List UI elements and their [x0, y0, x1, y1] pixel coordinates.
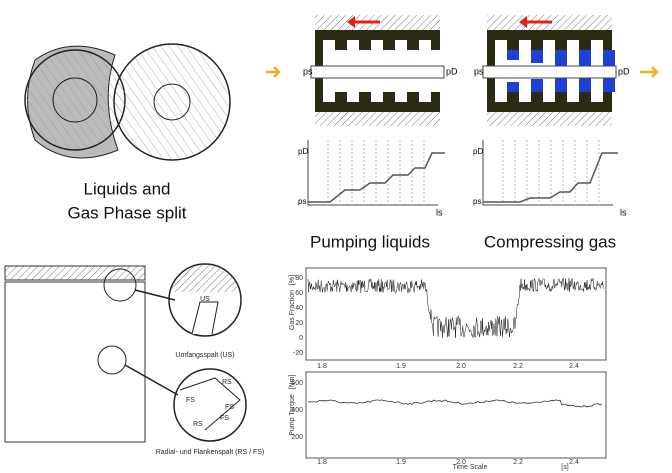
outlet-label: pD: [446, 66, 458, 76]
x-tick-label: 2.0: [456, 363, 466, 370]
x-tick-label: 2.0: [456, 459, 466, 466]
pump-diagrams: [266, 15, 657, 205]
y-tick-label: 60: [295, 290, 303, 297]
y-tick-label: 20: [295, 320, 303, 327]
inflow-arrow: [266, 67, 279, 77]
shaft: [311, 66, 444, 78]
housing-hatch: [315, 112, 440, 126]
housing-hatch: [487, 112, 612, 126]
gap-label: FS: [186, 397, 195, 404]
gas: [555, 50, 567, 66]
x-tick-label: 2.4: [569, 363, 579, 370]
gas: [531, 79, 543, 92]
y-tick-label: 400: [291, 407, 303, 414]
detail-caption: Radial- und Flankenspalt (RS / FS): [156, 449, 265, 456]
graph-label: ls: [620, 207, 627, 217]
x-tick-label: 2.2: [513, 363, 523, 370]
x-tick-label: 1.9: [396, 459, 406, 466]
outflow-arrow: [640, 67, 657, 77]
x-tick-label: 1.9: [396, 363, 406, 370]
y-tick-label: 200: [291, 434, 303, 441]
y-tick-label: 40: [295, 305, 303, 312]
gas: [507, 50, 519, 60]
x-tick-label: 1.8: [317, 363, 327, 370]
slide: Liquids and Gas Phase split ps pD ps pD …: [0, 0, 672, 473]
y-tick-label: 80: [295, 275, 303, 282]
graph-label: pD: [473, 147, 483, 156]
graph-label: ps: [473, 197, 481, 206]
gap-label: RS: [193, 421, 203, 428]
inlet-label: ps: [303, 66, 313, 76]
gas: [531, 50, 543, 63]
y-tick-label: 600: [291, 380, 303, 387]
graph-label: pD: [298, 147, 308, 156]
caption: Compressing gas: [484, 232, 616, 251]
gap-label: RS: [222, 379, 232, 386]
plot-frame: [306, 372, 606, 458]
y-tick-label: 0: [299, 335, 303, 342]
graph-label: ls: [436, 207, 443, 217]
x-tick-label: 2.4: [569, 459, 579, 466]
rotor-drawing: [25, 44, 230, 160]
page: Liquids and Gas Phase split ps pD ps pD …: [0, 0, 672, 473]
outlet-label: pD: [618, 66, 630, 76]
gap-label: US: [200, 296, 210, 303]
x-unit: [s]: [561, 464, 568, 471]
x-tick-label: 2.2: [513, 459, 523, 466]
gap-label: FS: [220, 415, 229, 422]
shaft: [483, 66, 616, 78]
left-title: Gas Phase split: [67, 203, 186, 222]
y-label: Pump Torque: [289, 394, 296, 436]
inlet-label: ps: [474, 66, 484, 76]
left-title: Liquids and: [84, 179, 171, 198]
x-tick-label: 1.8: [317, 459, 327, 466]
detail-caption: Umfangsspalt (US): [175, 352, 234, 359]
gas: [507, 82, 519, 92]
y-tick-label: -20: [293, 350, 303, 357]
gap-label: FS: [225, 404, 234, 411]
caption: Pumping liquids: [310, 232, 430, 251]
graph-label: ps: [298, 197, 306, 206]
